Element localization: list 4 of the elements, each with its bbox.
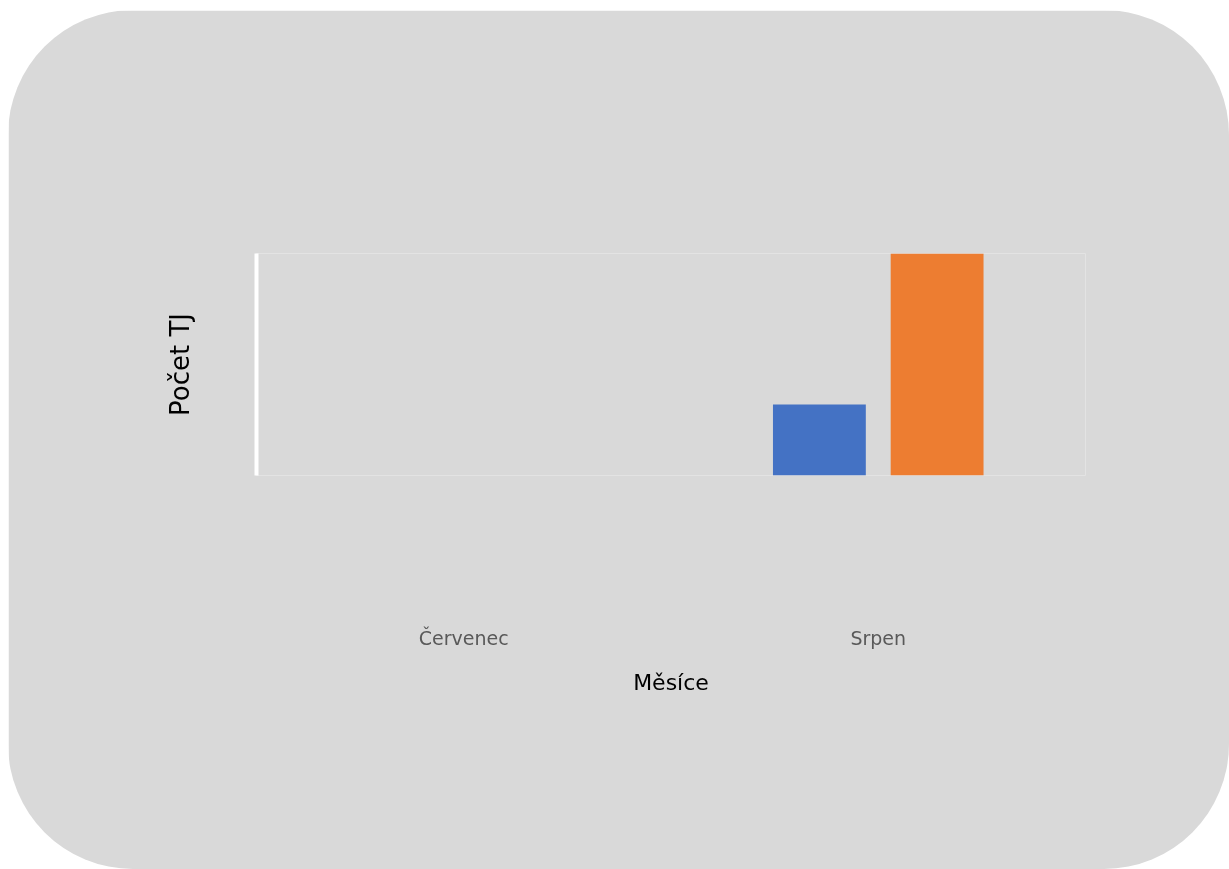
x-axis-title: Měsíce <box>633 669 709 695</box>
y-axis-title: Počet TJ <box>164 313 195 416</box>
x-tick-label: Srpen <box>850 626 907 649</box>
x-tick-label: Červenec <box>418 625 509 649</box>
